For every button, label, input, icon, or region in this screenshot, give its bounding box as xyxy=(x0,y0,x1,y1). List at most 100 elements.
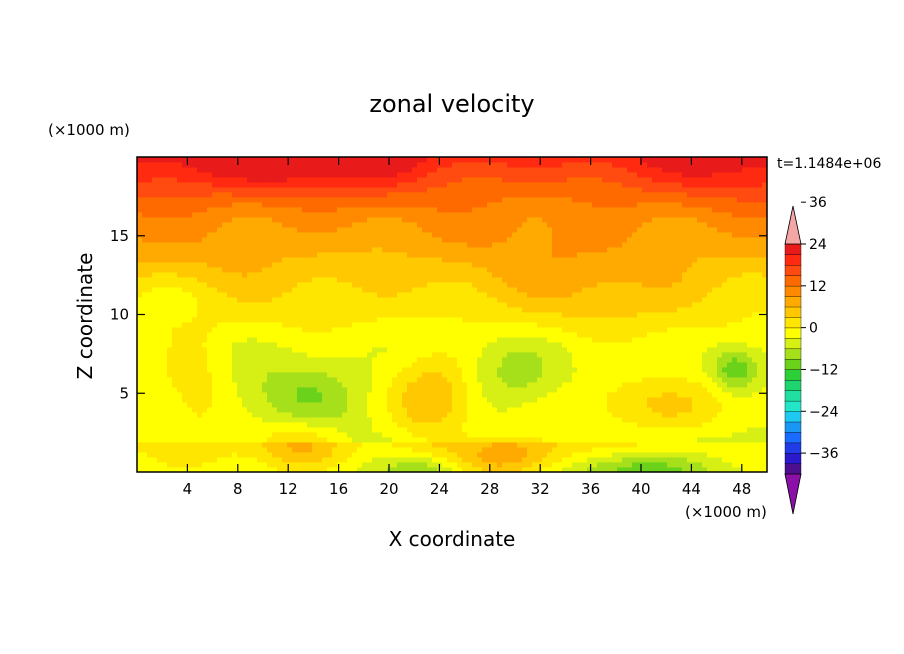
field-cell xyxy=(192,407,198,413)
field-cell xyxy=(737,357,743,363)
field-cell xyxy=(507,347,513,353)
field-cell xyxy=(177,312,183,318)
field-cell xyxy=(357,272,363,278)
field-cell xyxy=(597,397,603,403)
field-cell xyxy=(557,322,563,328)
field-cell xyxy=(327,432,333,438)
field-cell xyxy=(202,372,208,378)
field-cell xyxy=(262,322,268,328)
field-cell xyxy=(512,387,518,393)
field-cell xyxy=(527,422,533,428)
field-cell xyxy=(747,337,753,343)
field-cell xyxy=(457,387,463,393)
field-cell xyxy=(387,347,393,353)
field-cell xyxy=(222,302,228,308)
field-cell xyxy=(442,452,448,458)
field-cell xyxy=(387,277,393,283)
field-cell xyxy=(502,407,508,413)
field-cell xyxy=(137,417,143,423)
field-cell xyxy=(242,352,248,358)
field-cell xyxy=(602,422,608,428)
field-cell xyxy=(287,442,293,448)
field-cell xyxy=(727,407,733,413)
field-cell xyxy=(727,387,733,393)
field-cell xyxy=(612,437,618,443)
field-cell xyxy=(632,337,638,343)
field-cell xyxy=(467,387,473,393)
field-cell xyxy=(167,297,173,303)
field-cell xyxy=(322,342,328,348)
field-cell xyxy=(332,462,338,468)
field-cell xyxy=(262,317,268,323)
field-cell xyxy=(177,357,183,363)
field-cell xyxy=(727,312,733,318)
field-cell xyxy=(652,297,658,303)
field-cell xyxy=(697,282,703,288)
field-cell xyxy=(547,462,553,468)
field-cell xyxy=(657,292,663,298)
field-cell xyxy=(462,412,468,418)
field-cell xyxy=(612,447,618,453)
field-cell xyxy=(732,447,738,453)
field-cell xyxy=(622,462,628,468)
field-cell xyxy=(137,347,143,353)
field-cell xyxy=(737,452,743,458)
field-cell xyxy=(762,387,767,393)
field-cell xyxy=(742,407,748,413)
field-cell xyxy=(592,357,598,363)
field-cell xyxy=(497,422,503,428)
field-cell xyxy=(497,402,503,408)
field-cell xyxy=(722,452,728,458)
field-cell xyxy=(137,432,143,438)
field-cell xyxy=(347,292,353,298)
field-cell xyxy=(757,367,763,373)
field-cell xyxy=(367,367,373,373)
field-cell xyxy=(292,442,298,448)
field-cell xyxy=(562,282,568,288)
field-cell xyxy=(232,327,238,333)
field-cell xyxy=(162,337,168,343)
field-cell xyxy=(142,327,148,333)
field-cell xyxy=(502,457,508,463)
field-cell xyxy=(502,277,508,283)
field-cell xyxy=(527,287,533,293)
field-cell xyxy=(382,337,388,343)
field-cell xyxy=(532,457,538,463)
field-cell xyxy=(552,457,558,463)
field-cell xyxy=(537,367,543,373)
field-cell xyxy=(492,437,498,443)
field-cell xyxy=(377,342,383,348)
field-cell xyxy=(342,377,348,383)
field-cell xyxy=(227,452,233,458)
field-cell xyxy=(637,437,643,443)
field-cell xyxy=(572,292,578,298)
field-cell xyxy=(327,442,333,448)
field-cell xyxy=(722,297,728,303)
field-cell xyxy=(407,467,413,472)
field-cell xyxy=(607,402,613,408)
field-cell xyxy=(237,317,243,323)
field-cell xyxy=(532,467,538,472)
field-cell xyxy=(737,347,743,353)
field-cell xyxy=(682,457,688,463)
field-cell xyxy=(317,467,323,472)
field-cell xyxy=(302,307,308,313)
field-cell xyxy=(407,277,413,283)
field-cell xyxy=(707,432,713,438)
field-cell xyxy=(602,287,608,293)
field-cell xyxy=(682,432,688,438)
field-cell xyxy=(227,392,233,398)
field-cell xyxy=(737,392,743,398)
field-cell xyxy=(247,272,253,278)
field-cell xyxy=(592,327,598,333)
field-cell xyxy=(597,352,603,358)
field-cell xyxy=(467,347,473,353)
field-cell xyxy=(402,382,408,388)
field-cell xyxy=(752,292,758,298)
field-cell xyxy=(562,292,568,298)
field-cell xyxy=(402,322,408,328)
field-cell xyxy=(502,297,508,303)
field-cell xyxy=(447,442,453,448)
field-cell xyxy=(292,412,298,418)
field-cell xyxy=(457,377,463,383)
